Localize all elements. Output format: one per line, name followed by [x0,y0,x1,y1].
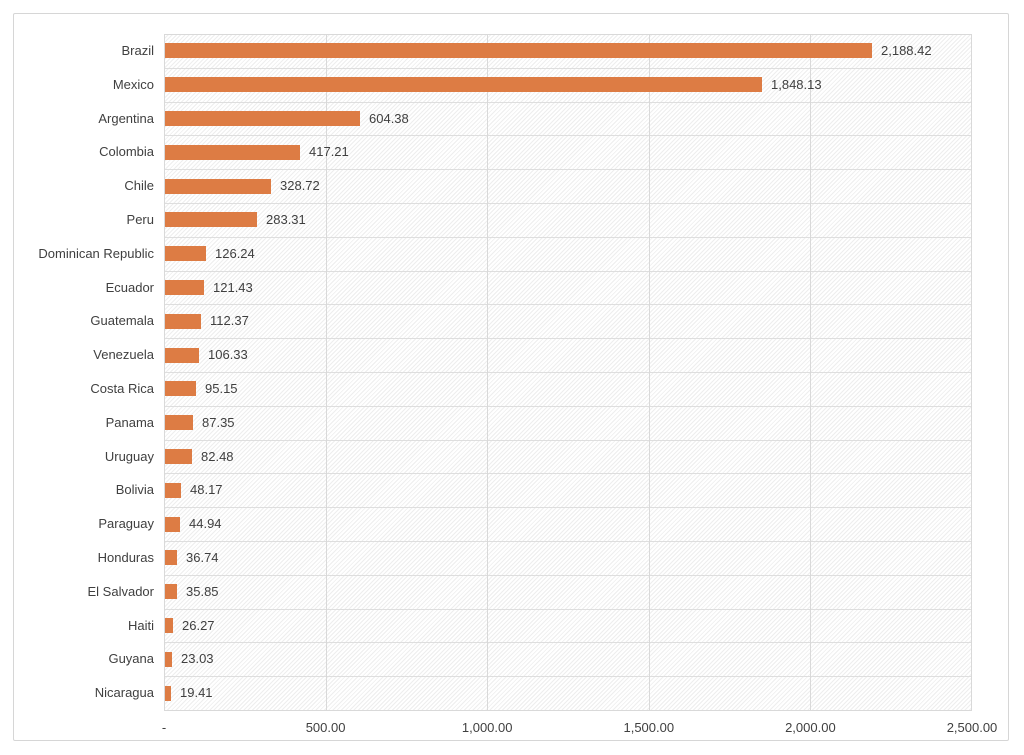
bar [165,618,173,633]
category-label: Brazil [121,43,154,58]
bar [165,246,206,262]
category-label: Argentina [98,110,154,126]
category-label: Honduras [97,550,154,565]
bar [165,685,171,701]
value-label: 417.21 [309,144,349,160]
horizontal-gridline [164,68,972,69]
horizontal-gridline [164,237,972,238]
bar [165,449,192,464]
value-label: 126.24 [215,245,255,261]
value-label: 283.31 [266,212,306,227]
category-label: Ecuador [105,279,154,295]
bar [165,347,199,363]
value-label: 82.48 [201,448,234,464]
value-label: 36.74 [186,550,219,565]
value-label: 121.43 [213,279,253,295]
category-label: Guatemala [90,313,154,329]
bar [165,584,177,600]
value-label: 1,848.13 [771,76,822,92]
category-label: Panama [105,414,154,430]
vertical-gridline [164,34,165,710]
x-tick-label: 2,500.00 [946,720,998,735]
vertical-gridline [326,34,327,710]
bar [165,212,257,228]
value-label: 106.33 [208,347,248,363]
horizontal-gridline [164,440,972,441]
horizontal-gridline [164,169,972,170]
category-label: Haiti [127,617,154,633]
horizontal-gridline [164,102,972,103]
category-label: Venezuela [93,347,154,363]
horizontal-gridline [164,34,972,35]
value-label: 95.15 [205,381,238,396]
bar [165,77,762,93]
category-label: Nicaragua [94,685,154,701]
value-label: 35.85 [186,583,219,599]
horizontal-gridline [164,338,972,339]
horizontal-gridline [164,710,972,711]
bar [165,280,204,295]
horizontal-gridline [164,575,972,576]
bar [165,550,177,566]
horizontal-gridline [164,271,972,272]
category-label: Colombia [99,144,154,160]
category-label: Uruguay [104,448,154,464]
horizontal-gridline [164,406,972,407]
value-label: 328.72 [280,178,320,194]
horizontal-gridline [164,304,972,305]
horizontal-gridline [164,473,972,474]
horizontal-gridline [164,541,972,542]
plot-area [164,34,972,711]
horizontal-gridline [164,203,972,204]
bar [165,651,172,667]
value-label: 26.27 [182,617,215,633]
bar [165,43,872,59]
category-label: Bolivia [115,482,154,498]
vertical-gridline [487,34,488,710]
bar [165,144,300,160]
bar-chart: Brazil Mexico Argentina Colombia Chile Peru Do… [13,13,1009,741]
horizontal-gridline [164,609,972,610]
category-label: Costa Rica [90,381,154,396]
category-label: Peru [126,212,154,227]
horizontal-gridline [164,507,972,508]
bar [165,516,180,532]
value-label: 44.94 [189,516,222,532]
bar [165,381,196,397]
x-tick-label: - [161,720,167,735]
bar [165,415,193,431]
vertical-gridline [649,34,650,710]
category-label: El Salvador [87,583,154,599]
value-label: 23.03 [181,651,214,667]
value-label: 604.38 [369,110,409,126]
category-label: Dominican Republic [38,245,154,261]
horizontal-gridline [164,676,972,677]
bar [165,482,181,498]
value-label: 112.37 [210,313,249,329]
category-label: Paraguay [98,516,154,532]
bar [165,178,271,194]
x-tick-label: 1,000.00 [461,720,513,735]
value-label: 2,188.42 [881,43,932,58]
vertical-gridline [810,34,811,710]
bar [165,111,360,126]
x-tick-label: 500.00 [305,720,346,735]
value-label: 87.35 [202,414,235,430]
horizontal-gridline [164,135,972,136]
value-label: 19.41 [180,685,213,701]
x-tick-label: 2,000.00 [785,720,836,735]
category-label: Chile [124,178,154,194]
horizontal-gridline [164,642,972,643]
vertical-gridline [971,34,972,710]
category-label: Guyana [108,651,154,667]
bar [165,313,201,329]
x-tick-label: 1,500.00 [623,720,675,735]
value-label: 48.17 [190,482,223,498]
category-label: Mexico [112,76,154,92]
horizontal-gridline [164,372,972,373]
